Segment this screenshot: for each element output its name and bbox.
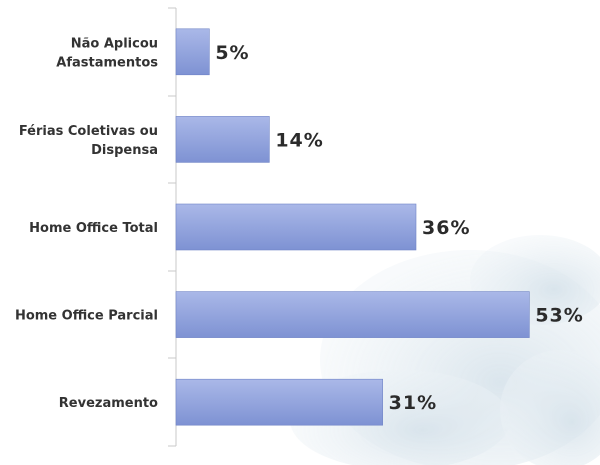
data-label: 31% xyxy=(389,392,437,414)
value-labels: 5% 14% 36% 53% 31% xyxy=(215,42,583,414)
bar xyxy=(175,28,210,76)
y-axis xyxy=(168,7,177,447)
category-label: Férias Coletivas ou Dispensa xyxy=(19,124,158,158)
data-label: 53% xyxy=(535,305,583,327)
background-decoration xyxy=(290,235,600,465)
bar xyxy=(175,116,270,163)
category-label: Home Office Total xyxy=(29,221,158,236)
category-label: Revezamento xyxy=(59,396,158,411)
bar xyxy=(175,203,417,251)
bar xyxy=(175,291,530,338)
data-label: 14% xyxy=(275,129,323,151)
data-label: 36% xyxy=(422,217,470,239)
category-label: Não Aplicou Afastamentos xyxy=(56,36,158,70)
bars-group xyxy=(175,28,530,426)
bar xyxy=(175,378,383,426)
category-label: Home Office Parcial xyxy=(15,309,158,324)
category-labels: Não Aplicou Afastamentos Férias Coletivas … xyxy=(15,36,158,411)
data-label: 5% xyxy=(215,42,249,64)
